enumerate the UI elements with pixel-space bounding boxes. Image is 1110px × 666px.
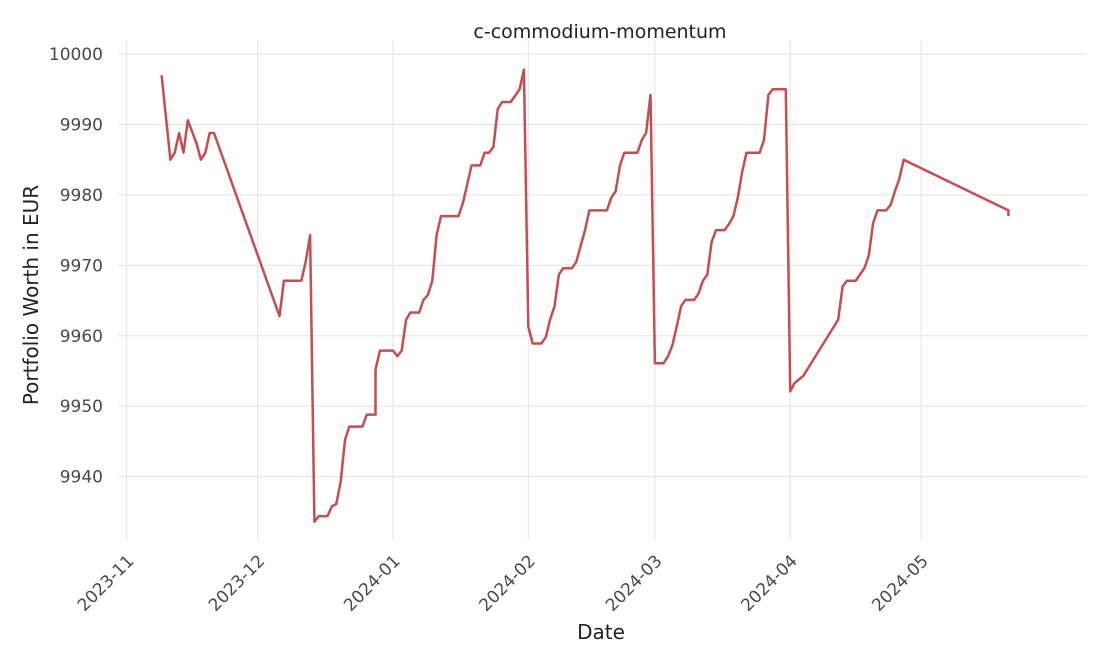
x-tick-label: 2024-02 (475, 551, 539, 615)
plot-lines (160, 68, 1010, 523)
x-tick-label: 2024-05 (868, 551, 932, 615)
x-tick-label: 2024-03 (602, 551, 666, 615)
y-axis-ticks: 9940 9950 9960 9970 9980 9990 10000 (49, 45, 103, 488)
y-tick-label: 9990 (60, 116, 103, 136)
y-tick-label: 9960 (60, 327, 103, 347)
chart-title: c-commodium-momentum (473, 21, 726, 43)
x-tick-label: 2024-04 (737, 551, 801, 615)
x-axis-ticks: 2023-11 2023-12 2024-01 2024-02 2024-03 2024-… (74, 551, 933, 615)
series-line (160, 68, 1010, 523)
y-tick-label: 9950 (60, 397, 103, 417)
y-tick-label: 9940 (60, 468, 103, 488)
x-tick-label: 2023-12 (205, 551, 269, 615)
x-tick-label: 2023-11 (74, 551, 138, 615)
y-tick-label: 10000 (49, 45, 103, 65)
y-axis-label: Portfolio Worth in EUR (19, 185, 43, 405)
y-tick-label: 9980 (60, 186, 103, 206)
x-tick-label: 2024-01 (340, 551, 404, 615)
y-tick-label: 9970 (60, 256, 103, 276)
gridlines (118, 40, 1087, 540)
x-axis-label: Date (577, 620, 625, 644)
